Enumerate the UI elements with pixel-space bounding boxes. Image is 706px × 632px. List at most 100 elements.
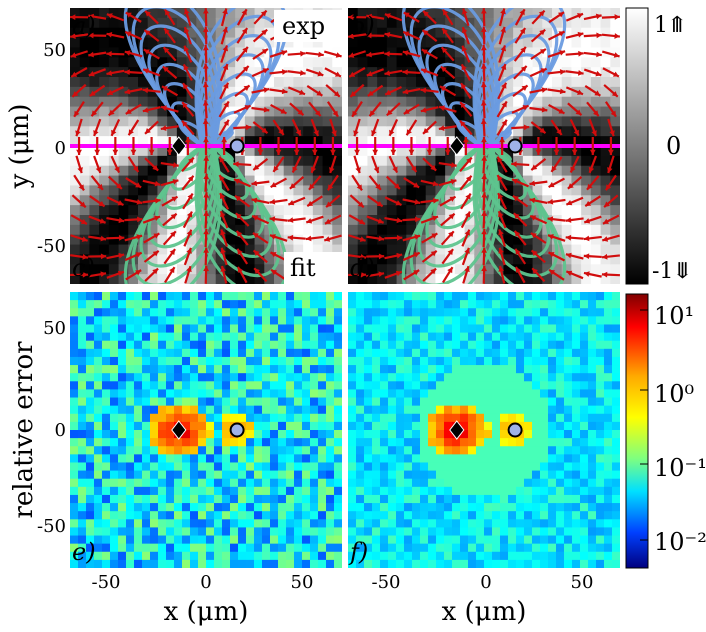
error-cell [364,292,373,301]
gray-cell [99,185,110,196]
error-cell [420,559,429,568]
error-cell [190,332,199,342]
error-cell [612,430,620,439]
error-cell [372,373,381,382]
gray-cell [474,37,485,49]
error-cell [102,381,111,391]
gray-cell [147,126,159,137]
error-cell [318,405,327,415]
error-cell [492,462,501,472]
vector-arrowhead [500,64,507,70]
error-cell [364,503,373,512]
error-cell [388,316,397,326]
vector-arrowhead [422,30,429,36]
gray-cell [254,254,265,265]
error-cell [572,292,581,301]
gray-cell [435,215,446,226]
error-cell [532,332,541,342]
gray-cell [357,77,369,88]
gray-cell [435,264,446,275]
gray-cell [532,165,543,177]
error-cell [388,430,397,439]
error-cell [190,470,199,480]
error-cell [102,324,111,334]
error-cell [222,389,231,399]
error-cell [166,421,175,431]
gray-colorbar-mid: 0 [666,132,681,160]
error-cell [540,446,549,455]
error-cell [388,421,397,431]
error-cell [580,551,589,561]
error-cell [214,324,223,334]
gray-cell [167,165,178,177]
error-cell [596,356,605,366]
error-cell [348,389,357,399]
gray-cell [367,205,378,216]
vector-arrowhead [74,110,80,117]
gray-cell [406,126,417,137]
error-cell [150,308,159,317]
error-cell [198,478,207,488]
error-cell [222,486,231,496]
error-cell [222,551,231,561]
error-cell [372,470,381,480]
error-cell [412,430,421,439]
gray-cell [99,175,110,187]
error-cell [318,559,327,568]
error-cell [364,559,373,568]
error-cell [612,446,620,455]
gray-cell [522,254,534,265]
gray-cell [571,27,582,39]
error-cell [412,316,421,326]
error-cell [190,454,199,464]
gray-cell [303,205,314,216]
gray-cell [167,8,178,19]
gray-cell [532,106,543,118]
error-cell [102,397,111,407]
gray-cell [542,86,553,98]
gray-cell [332,185,342,196]
gray-cell [445,205,456,216]
gray-cell [600,106,611,118]
gray-cell [99,27,110,39]
gray-cell [186,57,197,68]
vector-arrowhead [500,45,507,52]
error-cell [508,324,517,334]
error-cell [78,503,87,512]
gray-cell [303,126,314,137]
error-cell [78,446,87,455]
error-cell [70,308,79,317]
gray-cell [522,8,534,19]
error-cell [302,292,311,301]
gray-cell [244,77,256,88]
gray-cell [493,116,505,127]
marker-circle-f [507,422,523,438]
error-cell [588,324,597,334]
error-cell [532,430,541,439]
gray-cell [581,126,592,137]
error-cell [588,292,597,301]
error-cell [420,486,429,496]
vector-arrowhead [559,88,566,95]
vector-arrowhead [186,266,192,273]
vector-arrowhead [423,10,429,17]
gray-cell [561,27,573,39]
error-cell [142,365,151,374]
gray-cell [348,195,359,206]
error-cell [500,413,509,423]
vector-arrowhead [237,248,243,255]
error-cell [158,535,167,545]
gray-cell [435,37,446,49]
gray-cell [571,185,582,196]
gray-cell [532,116,543,127]
error-cell [428,413,437,423]
error-cell [404,308,413,317]
vector-arrowhead [305,235,312,242]
error-cell [230,348,239,358]
vector-arrowhead [553,149,560,155]
error-cell [110,470,119,480]
error-cell [396,543,405,553]
error-cell [580,324,589,334]
panel-label-d: d) [350,254,375,282]
error-cell [318,470,327,480]
